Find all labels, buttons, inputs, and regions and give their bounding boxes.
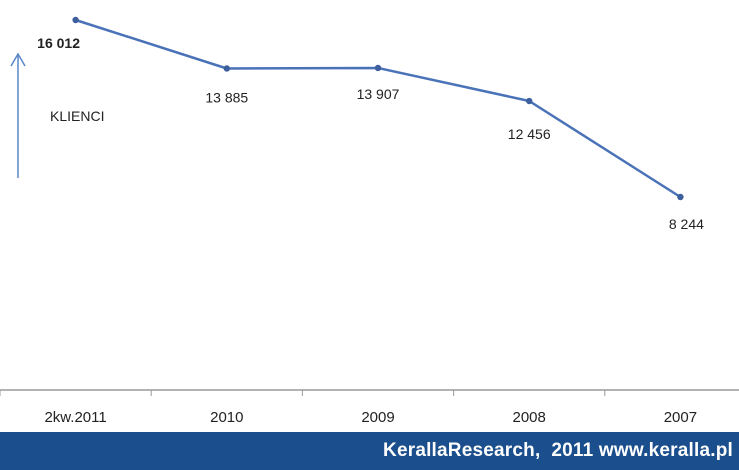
data-point [223,65,230,72]
x-axis-tick-labels: 2kw.2011 2010 2009 2008 2007 [44,409,697,426]
data-label: 12 456 [508,126,551,142]
y-axis-arrow [10,52,26,178]
series-markers [72,16,684,201]
data-label: 13 885 [205,89,248,105]
data-point [526,97,533,105]
data-label: 8 244 [669,216,704,232]
footer-bar: KerallaResearch, 2011 www.keralla.pl [0,432,739,470]
x-tick-label: 2007 [664,409,697,426]
data-point [72,16,79,24]
x-axis-ticks [0,390,606,396]
data-label: 16 012 [37,35,80,51]
data-point [374,64,382,72]
x-tick-label: 2kw.2011 [44,409,106,426]
data-label: 13 907 [357,86,400,102]
y-axis-arrow-head [10,52,26,67]
data-labels: 16 012 13 885 13 907 12 456 8 244 [37,35,704,232]
y-axis-label: KLIENCI [50,108,104,124]
footer-credit: KerallaResearch, 2011 www.keralla.pl [383,440,733,461]
x-tick-label: 2009 [361,409,394,426]
x-tick-label: 2010 [210,409,243,426]
data-point [677,193,684,201]
series-line-klienci [75,18,682,199]
x-tick-label: 2008 [513,409,546,426]
